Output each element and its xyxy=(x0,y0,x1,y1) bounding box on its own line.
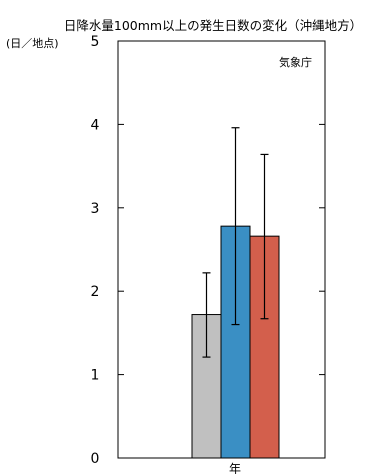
y-tick-label: 4 xyxy=(91,117,100,133)
y-tick-label: 5 xyxy=(91,34,100,50)
y-tick-label: 2 xyxy=(91,284,100,300)
y-tick-label: 1 xyxy=(91,368,100,384)
x-axis-label: 年 xyxy=(229,462,241,474)
chart-title: 日降水量100mm以上の発生日数の変化（沖縄地方） xyxy=(64,18,362,33)
y-tick-label: 3 xyxy=(91,201,100,217)
y-axis: 0 1 2 3 4 5 xyxy=(91,34,325,467)
source-label: 気象庁 xyxy=(279,55,312,69)
y-tick-label: 0 xyxy=(91,451,100,467)
y-unit-label: (日／地点) xyxy=(6,37,59,50)
error-bars-group xyxy=(202,127,269,358)
